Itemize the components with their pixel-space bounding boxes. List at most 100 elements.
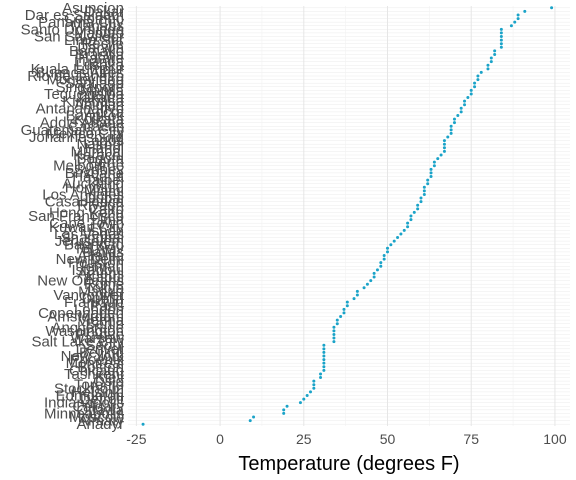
y-tick-label: Lusaka — [76, 57, 125, 74]
data-point — [449, 124, 453, 128]
y-tick-label: Mexico City — [46, 125, 124, 142]
data-point — [322, 361, 326, 365]
data-point — [379, 264, 383, 268]
y-tick-label: Tel Aviv — [73, 240, 124, 257]
y-tick-label: Shanghai — [61, 230, 124, 247]
x-tick-labels: -25 0 25 50 75 100 — [126, 431, 567, 447]
y-tick-label: Kuala Lumpur — [31, 61, 124, 78]
y-tick-label: Warsaw — [70, 330, 124, 347]
y-tick-label: Buenos Aires — [36, 64, 124, 81]
grid-lines — [128, 6, 570, 426]
y-tick-label: Copenhagen — [38, 305, 124, 322]
y-tick-label: Maputo — [74, 25, 124, 42]
y-tick-label: Hong Kong — [49, 204, 124, 221]
y-tick-label: Anchorage — [51, 319, 124, 336]
y-tick-label: Vancouver — [53, 287, 124, 304]
y-tick-label: Lagos — [83, 133, 124, 150]
data-point — [392, 239, 396, 243]
data-point — [406, 225, 410, 229]
y-tick-label: Frankfurt — [64, 294, 125, 311]
y-tick-label: Lima — [91, 212, 124, 229]
data-point — [429, 171, 433, 175]
y-tick-label: Manaus — [71, 18, 124, 35]
data-point — [439, 153, 443, 157]
y-tick-label: Houston — [68, 255, 124, 272]
data-point — [463, 103, 467, 107]
data-point — [375, 268, 379, 272]
y-tick-label: Berlin — [86, 316, 124, 333]
data-point — [452, 121, 456, 125]
data-point — [322, 358, 326, 362]
data-point — [322, 365, 326, 369]
y-tick-label: Miami — [84, 183, 124, 200]
data-point — [402, 228, 406, 232]
y-tick-label: Kiev — [95, 370, 125, 387]
y-tick-label: Melbourne — [53, 158, 124, 175]
data-point — [473, 81, 477, 85]
data-point — [442, 146, 446, 150]
y-tick-label: Darwin — [77, 39, 124, 56]
y-tick-label: Baghdad — [64, 237, 124, 254]
data-point — [429, 175, 433, 179]
y-tick-label: Atlanta — [77, 247, 124, 264]
data-point — [141, 422, 145, 426]
y-tick-label: Havana — [72, 169, 124, 186]
y-tick-label: Jakarta — [75, 90, 125, 107]
data-point — [442, 142, 446, 146]
data-point — [429, 167, 433, 171]
data-point — [352, 297, 356, 301]
data-point — [550, 6, 554, 10]
y-tick-label: Colombo — [64, 11, 124, 28]
data-point — [469, 88, 473, 92]
data-point — [499, 45, 503, 49]
data-point — [355, 289, 359, 293]
data-point — [319, 376, 323, 380]
y-tick-label: Hanoi — [85, 140, 124, 157]
y-tick-label: Nairobi — [76, 136, 124, 153]
data-point — [412, 210, 416, 214]
y-tick-label: Tegucigalpa — [44, 86, 125, 103]
y-tick-label: Santiago — [65, 75, 124, 92]
data-point — [372, 271, 376, 275]
y-tick-label: Amsterdam — [47, 309, 124, 326]
y-tick-label: Jerusalem — [55, 233, 124, 250]
y-tick-label: Recife — [81, 36, 124, 53]
data-point — [386, 250, 390, 254]
data-point — [416, 203, 420, 207]
y-tick-label: New Orleans — [37, 273, 124, 290]
y-tick-label: Dublin — [81, 291, 124, 308]
data-point — [486, 63, 490, 67]
data-point — [436, 157, 440, 161]
y-tick-label: Panama City — [38, 14, 124, 31]
y-tick-label: Singapore — [56, 79, 124, 96]
data-point — [449, 128, 453, 132]
data-point — [459, 106, 463, 110]
y-tick-label: Beijing — [79, 344, 124, 361]
y-tick-label: Montevideo — [46, 72, 124, 89]
data-point — [493, 49, 497, 53]
data-point — [426, 182, 430, 186]
y-tick-labels: AnadyrAlmatyMoscowMinneapolisOttawaCalga… — [21, 0, 125, 433]
data-point — [469, 92, 473, 96]
y-tick-label: Brisbane — [65, 165, 124, 182]
x-tick-label: 50 — [380, 431, 396, 447]
data-point — [312, 386, 316, 390]
y-tick-label: Kuwait City — [49, 219, 125, 236]
data-point — [335, 322, 339, 326]
data-point — [372, 275, 376, 279]
data-point — [282, 411, 286, 415]
data-point — [419, 196, 423, 200]
y-tick-label: San Salvador — [34, 29, 124, 46]
y-tick-label: Calgary — [72, 398, 124, 415]
y-tick-label: Dar es Salaam — [25, 7, 124, 24]
y-tick-label: Indianapolis — [44, 395, 124, 412]
y-tick-label: Tehran — [78, 258, 124, 275]
y-tick-label: Antananarivo — [36, 100, 124, 117]
data-points — [141, 6, 554, 426]
data-point — [516, 17, 520, 21]
y-tick-label: Perth — [88, 154, 124, 171]
y-tick-label: Dallas — [82, 244, 124, 261]
data-point — [419, 200, 423, 204]
y-tick-label: Tashkent — [64, 366, 125, 383]
data-point — [322, 350, 326, 354]
